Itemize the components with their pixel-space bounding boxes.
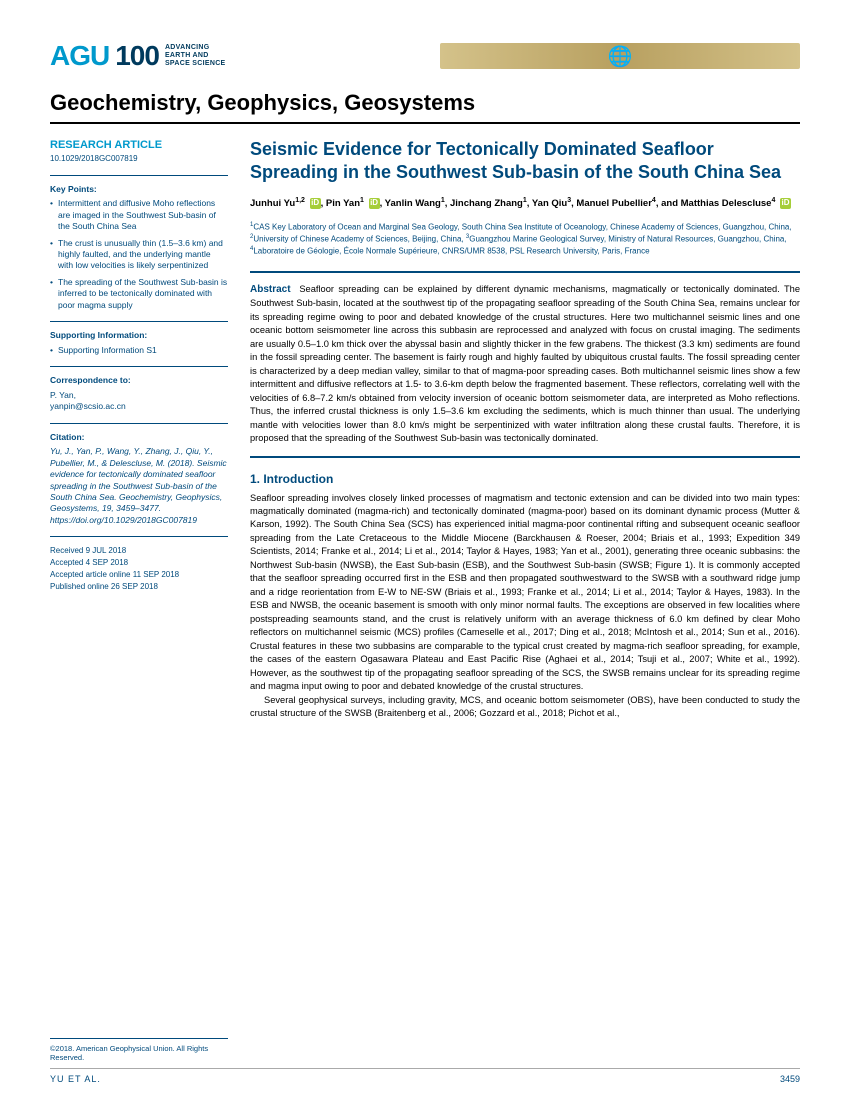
logo-agu: AGU (50, 40, 109, 72)
divider (50, 423, 228, 424)
supporting-label: Supporting Information: (50, 330, 228, 341)
journal-title: Geochemistry, Geophysics, Geosystems (50, 90, 800, 124)
abstract: Abstract Seafloor spreading can be expla… (250, 283, 800, 446)
keypoints-list: Intermittent and diffusive Moho reflecti… (50, 198, 228, 311)
footer: YU ET AL. 3459 (50, 1068, 800, 1084)
main-column: Seismic Evidence for Tectonically Domina… (250, 138, 800, 721)
correspondence: P. Yan, yanpin@scsio.ac.cn (50, 390, 228, 413)
correspondence-label: Correspondence to: (50, 375, 228, 386)
divider (50, 321, 228, 322)
globe-icon: 🌐 (608, 44, 633, 69)
header: AGU100 ADVANCING EARTH AND SPACE SCIENCE… (50, 40, 800, 72)
agu-logo: AGU100 ADVANCING EARTH AND SPACE SCIENCE (50, 40, 226, 72)
supporting-item[interactable]: Supporting Information S1 (50, 345, 228, 356)
correspondence-email[interactable]: yanpin@scsio.ac.cn (50, 401, 228, 412)
keypoints-label: Key Points: (50, 184, 228, 195)
orcid-icon[interactable]: iD (780, 198, 791, 209)
authors: Junhui Yu1,2 iD, Pin Yan1 iD, Yanlin Wan… (250, 195, 800, 211)
orcid-icon[interactable]: iD (310, 198, 321, 209)
divider (50, 536, 228, 537)
paragraph: Seafloor spreading involves closely link… (250, 492, 800, 694)
divider (250, 271, 800, 273)
divider (50, 366, 228, 367)
abstract-label: Abstract (250, 284, 291, 295)
dates: Received 9 JUL 2018 Accepted 4 SEP 2018 … (50, 545, 228, 593)
affiliations: 1CAS Key Laboratory of Ocean and Margina… (250, 221, 800, 257)
paragraph: Several geophysical surveys, including g… (250, 694, 800, 721)
keypoint: Intermittent and diffusive Moho reflecti… (50, 198, 228, 232)
citation: Yu, J., Yan, P., Wang, Y., Zhang, J., Qi… (50, 446, 228, 526)
introduction-body: Seafloor spreading involves closely link… (250, 492, 800, 721)
divider (250, 456, 800, 458)
footer-authors: YU ET AL. (50, 1074, 101, 1084)
keypoint: The crust is unusually thin (1.5–3.6 km)… (50, 238, 228, 272)
citation-label: Citation: (50, 432, 228, 443)
doi: 10.1029/2018GC007819 (50, 154, 228, 165)
abstract-text: Seafloor spreading can be explained by d… (250, 284, 800, 443)
sidebar: RESEARCH ARTICLE 10.1029/2018GC007819 Ke… (50, 138, 228, 721)
orcid-icon[interactable]: iD (369, 198, 380, 209)
section-heading: 1. Introduction (250, 472, 800, 486)
banner: 🌐 (440, 43, 800, 69)
page-number: 3459 (780, 1074, 800, 1084)
logo-100: 100 (115, 40, 159, 72)
keypoint: The spreading of the Southwest Sub-basin… (50, 277, 228, 311)
article-type: RESEARCH ARTICLE (50, 138, 228, 153)
article-title: Seismic Evidence for Tectonically Domina… (250, 138, 800, 183)
copyright: ©2018. American Geophysical Union. All R… (50, 1038, 228, 1062)
supporting-list: Supporting Information S1 (50, 345, 228, 356)
logo-tagline: ADVANCING EARTH AND SPACE SCIENCE (165, 44, 226, 67)
divider (50, 175, 228, 176)
